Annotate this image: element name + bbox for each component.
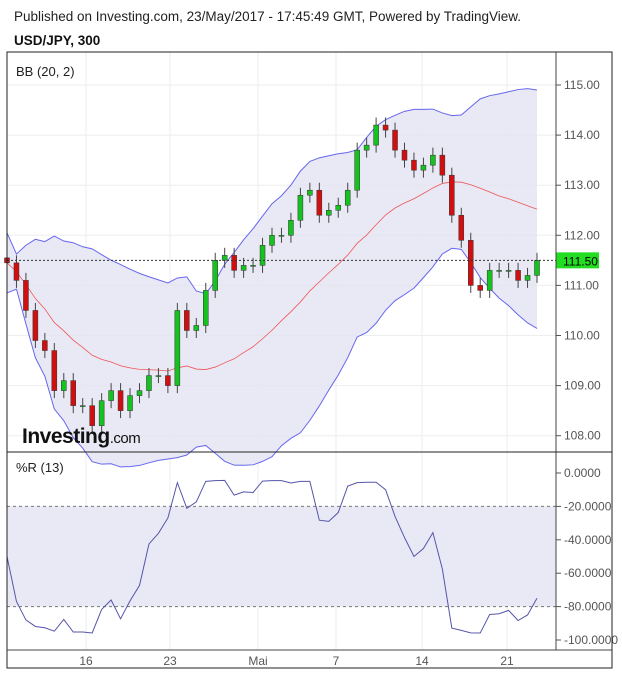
- candle: [184, 310, 190, 331]
- candle: [13, 262, 20, 281]
- candle: [344, 189, 351, 206]
- candle: [174, 310, 181, 386]
- y-tick-label: 115.00: [564, 78, 600, 92]
- wr-tick-label: -100.0000: [564, 633, 618, 647]
- wr-band: [7, 506, 556, 607]
- candle: [373, 124, 379, 146]
- candle: [61, 380, 67, 391]
- candle: [307, 189, 313, 196]
- candle: [259, 245, 266, 266]
- y-tick-label: 114.00: [564, 128, 600, 142]
- candle: [449, 174, 455, 216]
- candle: [165, 375, 171, 386]
- candle: [382, 124, 389, 131]
- candle: [524, 275, 531, 281]
- candle: [515, 270, 521, 281]
- x-tick-label: Mai: [248, 654, 267, 668]
- candle: [70, 380, 76, 406]
- x-tick-label: 21: [500, 654, 514, 668]
- candle: [496, 270, 502, 272]
- candle: [193, 325, 200, 331]
- x-tick-label: 23: [163, 654, 177, 668]
- candle: [98, 400, 105, 426]
- candle: [297, 194, 304, 221]
- candle: [269, 235, 275, 246]
- candle: [51, 350, 58, 391]
- investing-logo: Investing.com: [22, 425, 140, 448]
- last-price-label: 111.50: [563, 254, 598, 268]
- candle: [240, 265, 247, 271]
- candle: [326, 210, 332, 216]
- candle: [392, 129, 398, 151]
- candle: [79, 405, 86, 407]
- main-indicator-label: BB (20, 2): [16, 64, 75, 79]
- candle: [108, 390, 114, 401]
- published-note: Published on Investing.com, 23/May/2017 …: [14, 9, 522, 24]
- bollinger-basis: [6, 181, 538, 372]
- bollinger-upper: [6, 88, 538, 295]
- candle: [89, 405, 95, 426]
- wr-line: [6, 479, 538, 634]
- y-tick-label: 109.00: [564, 379, 601, 393]
- x-tick-label: 7: [333, 654, 340, 668]
- candle: [477, 285, 483, 291]
- candle: [221, 255, 228, 261]
- wr-tick-label: -80.0000: [564, 600, 612, 614]
- candle: [439, 154, 446, 176]
- candle: [23, 280, 29, 311]
- candle: [127, 395, 133, 411]
- wr-indicator-label: %R (13): [16, 460, 64, 475]
- y-tick-label: 111.00: [564, 278, 599, 292]
- candle: [430, 154, 436, 166]
- candle: [534, 260, 540, 276]
- candle: [335, 204, 341, 211]
- last-price-badge: [556, 252, 599, 269]
- y-tick-label: 112.00: [564, 228, 600, 242]
- candle: [486, 270, 493, 291]
- candle: [203, 290, 209, 326]
- x-tick-label: 16: [79, 654, 93, 668]
- wr-tick-label: -20.0000: [564, 499, 612, 513]
- bollinger-band-fill: [7, 88, 537, 467]
- wr-tick-label: -40.0000: [564, 533, 612, 547]
- candle: [155, 375, 162, 377]
- candle: [505, 270, 512, 272]
- candle: [420, 164, 427, 171]
- candle: [42, 340, 48, 351]
- bollinger-lower: [6, 247, 538, 468]
- candle: [212, 260, 218, 291]
- chart-frame: [6, 51, 613, 669]
- wr-tick-label: -60.0000: [564, 566, 612, 580]
- candle: [458, 215, 465, 241]
- candle: [354, 149, 360, 191]
- symbol-title: USD/JPY, 300: [14, 33, 101, 48]
- candle: [316, 189, 323, 216]
- candle: [146, 375, 152, 391]
- candle: [136, 390, 143, 396]
- y-tick-label: 113.00: [564, 178, 600, 192]
- candle: [468, 240, 474, 286]
- candle: [288, 220, 294, 236]
- candle: [231, 255, 237, 271]
- candle: [278, 235, 285, 237]
- candle: [250, 265, 256, 267]
- candle: [401, 149, 408, 161]
- wr-tick-label: 0.0000: [564, 466, 601, 480]
- x-tick-label: 14: [415, 654, 429, 668]
- candle: [117, 390, 124, 411]
- y-tick-label: 108.00: [564, 429, 601, 443]
- candle: [363, 144, 370, 151]
- y-tick-label: 110.00: [564, 329, 600, 343]
- candle: [32, 310, 39, 341]
- candle: [411, 159, 417, 171]
